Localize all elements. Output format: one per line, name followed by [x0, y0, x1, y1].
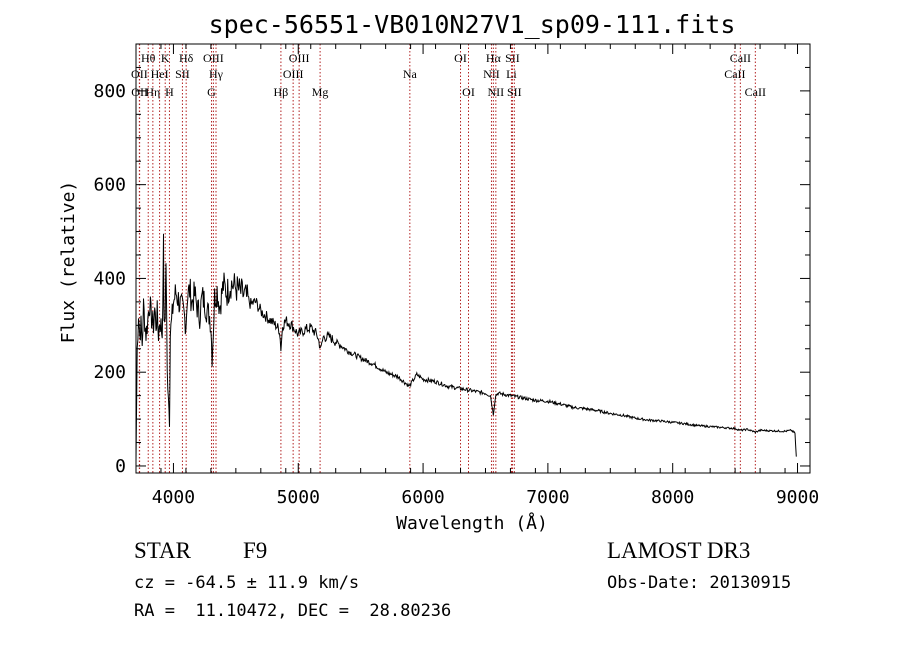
spectral-line-label: CaII — [745, 85, 766, 99]
spectral-line-label: Hη — [145, 85, 160, 99]
spectral-line-label: Na — [403, 67, 418, 81]
x-tick-label: 7000 — [526, 487, 569, 508]
axes: 4000 5000 6000 7000 8000 9000 0 200 400 600 800 — [93, 44, 819, 508]
spectrum-series-0 — [135, 233, 797, 462]
y-tick-label: 200 — [93, 362, 126, 383]
spectral-line-label: Li — [506, 67, 517, 81]
y-tick-label: 600 — [93, 175, 126, 196]
spectral-line-label: OIII — [283, 67, 304, 81]
survey-label: LAMOST DR3 — [607, 538, 751, 563]
spectral-line-label: NII — [483, 67, 500, 81]
spectral-line-label: Mg — [312, 85, 329, 99]
spectral-line-label: G — [207, 85, 216, 99]
spectral-line-label: Hα — [486, 51, 502, 65]
y-axis-label: Flux (relative) — [58, 181, 79, 344]
spectral-line-label: CaII — [724, 67, 745, 81]
chart-title: spec-56551-VB010N27V1_sp09-111.fits — [209, 10, 736, 39]
spectral-line-label: K — [161, 51, 170, 65]
obs-date-text: Obs-Date: 20130915 — [607, 573, 792, 593]
spectral-line-label: OIII — [289, 51, 310, 65]
x-tick-label: 4000 — [152, 487, 195, 508]
spectral-line-label: NII — [488, 85, 505, 99]
y-tick-label: 400 — [93, 268, 126, 289]
object-class: STAR — [134, 538, 191, 563]
plot-frame — [135, 43, 811, 474]
y-tick-label: 0 — [115, 456, 126, 477]
spectral-line-label: SII — [507, 85, 522, 99]
spectral-line-markers: OIIOIIHθHηHeIKHSIIHδGOIIIHγHβOIIIOIIIMgN… — [131, 44, 766, 473]
spectral-line-label: SII — [175, 67, 190, 81]
spectrum-plot — [135, 233, 797, 462]
x-tick-label: 9000 — [776, 487, 819, 508]
x-tick-label: 6000 — [401, 487, 444, 508]
coordinates-text: RA = 11.10472, DEC = 28.80236 — [134, 601, 452, 621]
spectral-line-label: OI — [454, 51, 467, 65]
y-tick-label: 800 — [93, 81, 126, 102]
spectral-line-label: OII — [131, 85, 148, 99]
x-axis-label: Wavelength (Å) — [396, 512, 548, 534]
x-tick-label: 5000 — [277, 487, 320, 508]
x-tick-label: 8000 — [651, 487, 694, 508]
spectral-line-label: OII — [131, 67, 148, 81]
spectral-line-label: Hγ — [209, 67, 224, 81]
spectral-line-label: Hδ — [179, 51, 194, 65]
spectral-line-label: OIII — [203, 51, 224, 65]
object-subclass: F9 — [243, 538, 268, 563]
spectral-line-label: SII — [505, 51, 520, 65]
spectral-line-label: Hθ — [141, 51, 156, 65]
spectral-line-label: H — [165, 85, 174, 99]
spectral-line-label: HeI — [151, 67, 169, 81]
spectral-line-label: Hβ — [274, 85, 289, 99]
redshift-text: cz = -64.5 ± 11.9 km/s — [134, 573, 360, 593]
spectral-line-label: CaII — [730, 51, 751, 65]
spectral-line-label: OI — [462, 85, 475, 99]
